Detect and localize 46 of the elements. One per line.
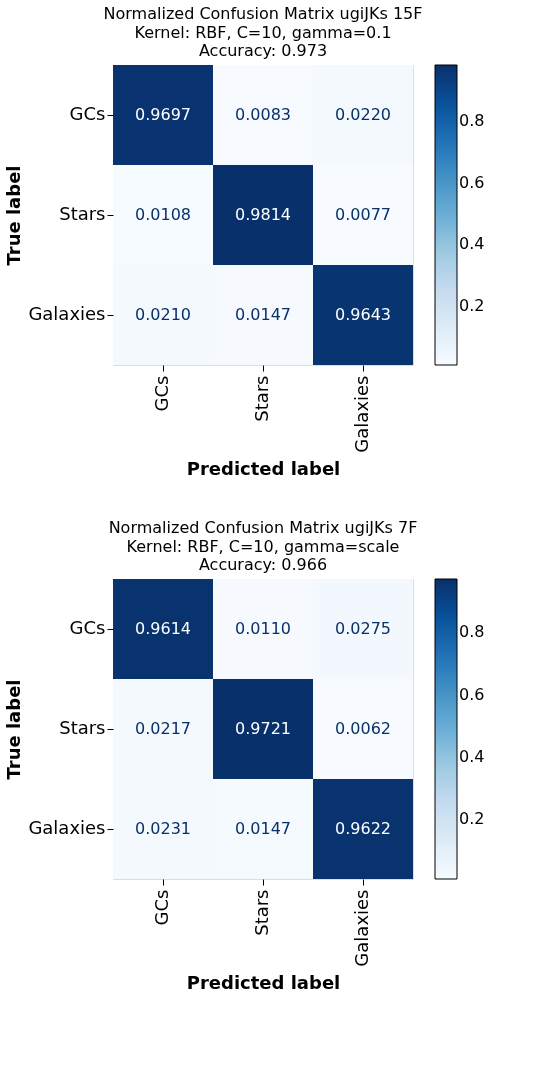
y-axis-title: True label [3, 165, 25, 266]
data-label: 0.9622 [335, 819, 391, 838]
color-bar-label: 0.2 [459, 295, 485, 315]
y-tick-label: Galaxies [28, 817, 106, 838]
y-tick-label: Galaxies [28, 303, 106, 324]
data-label: 0.9614 [135, 619, 191, 638]
chart-subtitle: Kernel: RBF, C=10, gamma=0.1 Accuracy: 0.973 [134, 23, 392, 60]
x-axis-title: Predicted label [186, 971, 341, 993]
data-label: 0.0147 [235, 819, 291, 838]
data-label: 0.0108 [135, 205, 191, 224]
x-tick-label: Galaxies [351, 375, 372, 453]
data-label: 0.0220 [335, 105, 391, 124]
data-label: 0.0147 [235, 305, 291, 324]
data-label: 0.9643 [335, 305, 391, 324]
y-tick-label: Stars [59, 203, 106, 224]
color-bar-label: 0.6 [459, 684, 485, 704]
color-bar-label: 0.8 [459, 622, 485, 642]
data-label: 0.0062 [335, 719, 391, 738]
data-label: 0.0275 [335, 619, 391, 638]
chart-subtitle: Kernel: RBF, C=10, gamma=scale Accuracy: 0.966 [126, 537, 400, 574]
data-label: 0.0110 [235, 619, 291, 638]
data-label: 0.9721 [235, 719, 291, 738]
x-tick-label: GCs [151, 889, 172, 926]
data-label: 0.9814 [235, 205, 291, 224]
x-tick-label: Galaxies [351, 889, 372, 967]
y-axis-title: True label [3, 679, 25, 780]
color-bar-label: 0.4 [459, 746, 485, 766]
x-tick-label: GCs [151, 375, 172, 412]
y-tick-label: Stars [59, 717, 106, 738]
chart-title: Normalized Confusion Matrix ugiJKs 7F [108, 518, 418, 537]
data-label: 0.0083 [235, 105, 291, 124]
data-label: 0.0210 [135, 305, 191, 324]
color-bar-label: 0.2 [459, 808, 485, 828]
data-label: 0.0217 [135, 719, 191, 738]
data-label: 0.0231 [135, 819, 191, 838]
x-tick-label: Stars [251, 375, 272, 422]
chart-title: Normalized Confusion Matrix ugiJKs 15F [103, 4, 423, 23]
color-bar-label: 0.8 [459, 110, 485, 130]
data-label: 0.0077 [335, 205, 391, 224]
color-bar-label: 0.6 [459, 172, 485, 192]
y-tick-label: GCs [69, 617, 106, 638]
data-label: 0.9697 [135, 105, 191, 124]
color-bar-label: 0.4 [459, 234, 485, 254]
y-tick-label: GCs [69, 103, 106, 124]
x-axis-title: Predicted label [186, 457, 341, 479]
x-tick-label: Stars [251, 889, 272, 936]
